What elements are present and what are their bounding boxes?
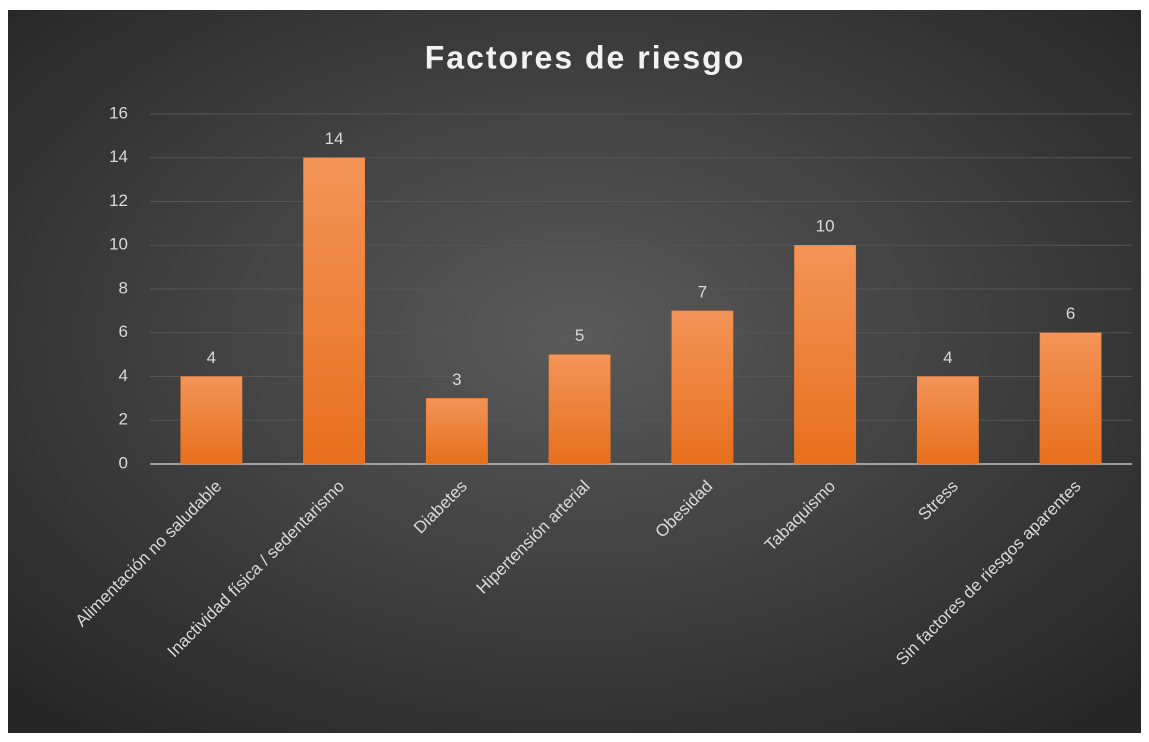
y-tick-label: 10 xyxy=(109,235,128,254)
bar xyxy=(916,376,979,465)
y-tick-label: 8 xyxy=(119,278,128,297)
data-label: 14 xyxy=(325,129,344,148)
y-tick-label: 6 xyxy=(119,322,128,341)
bar xyxy=(794,245,857,465)
data-label: 4 xyxy=(943,348,952,367)
data-label: 5 xyxy=(575,326,584,345)
bar xyxy=(548,354,611,465)
data-label: 6 xyxy=(1066,304,1075,323)
bar xyxy=(303,157,366,465)
y-tick-label: 16 xyxy=(109,103,128,122)
data-label: 4 xyxy=(207,348,216,367)
y-tick-label: 2 xyxy=(119,410,128,429)
y-tick-label: 14 xyxy=(109,147,128,166)
data-label: 10 xyxy=(816,217,835,236)
y-tick-label: 12 xyxy=(109,191,128,210)
bar xyxy=(1039,332,1102,465)
data-label: 7 xyxy=(698,282,707,301)
chart-title: Factores de riesgo xyxy=(425,39,746,75)
bar xyxy=(425,398,488,465)
y-tick-label: 0 xyxy=(119,453,128,472)
bar xyxy=(180,376,243,465)
bar xyxy=(671,310,734,465)
y-tick-label: 4 xyxy=(119,366,128,385)
data-label: 3 xyxy=(452,370,461,389)
